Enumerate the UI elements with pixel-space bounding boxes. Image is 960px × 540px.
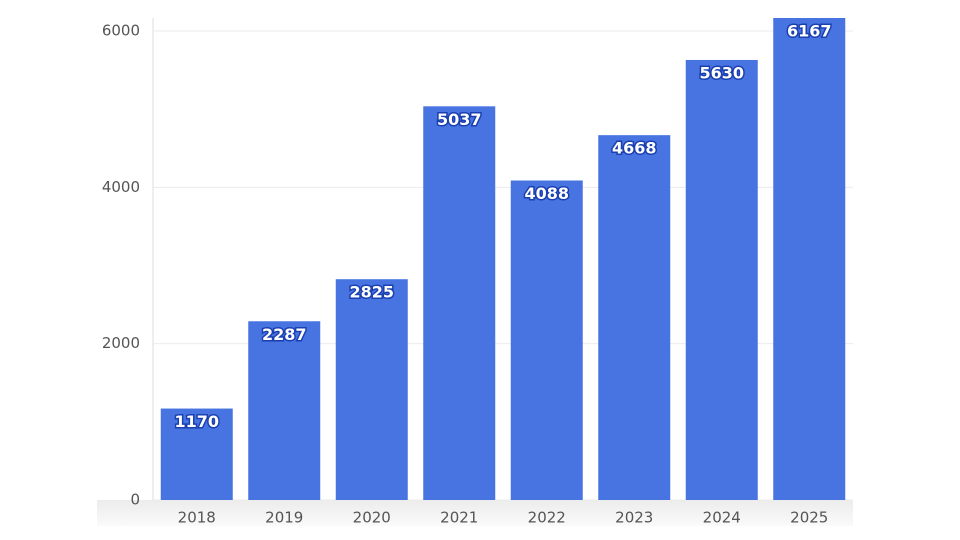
value-label: 2287 — [262, 325, 307, 344]
bar — [423, 106, 496, 500]
value-label: 2825 — [349, 283, 394, 302]
value-label: 5037 — [437, 110, 482, 129]
bar — [248, 321, 321, 500]
x-tick-label: 2020 — [353, 509, 391, 527]
y-tick-label: 4000 — [102, 178, 140, 196]
bar — [685, 59, 758, 500]
bar — [160, 408, 233, 500]
x-tick-label: 2023 — [615, 509, 653, 527]
x-tick-label: 2024 — [703, 509, 741, 527]
y-tick-label: 0 — [130, 491, 140, 509]
bar — [598, 135, 671, 500]
x-tick-label: 2022 — [528, 509, 566, 527]
x-tick-label: 2021 — [440, 509, 478, 527]
value-label: 4088 — [524, 184, 569, 203]
bar — [335, 279, 408, 500]
value-label: 5630 — [699, 63, 744, 82]
x-tick-label: 2019 — [265, 509, 303, 527]
x-tick-label: 2025 — [790, 509, 828, 527]
y-tick-label: 2000 — [102, 334, 140, 352]
value-label: 4668 — [612, 139, 657, 158]
x-tick-label: 2018 — [178, 509, 216, 527]
bar — [773, 18, 846, 500]
x-axis-band — [97, 500, 853, 526]
value-label: 1170 — [174, 412, 219, 431]
value-label: 6167 — [787, 22, 832, 41]
y-tick-label: 6000 — [102, 22, 140, 40]
bar — [510, 180, 583, 500]
